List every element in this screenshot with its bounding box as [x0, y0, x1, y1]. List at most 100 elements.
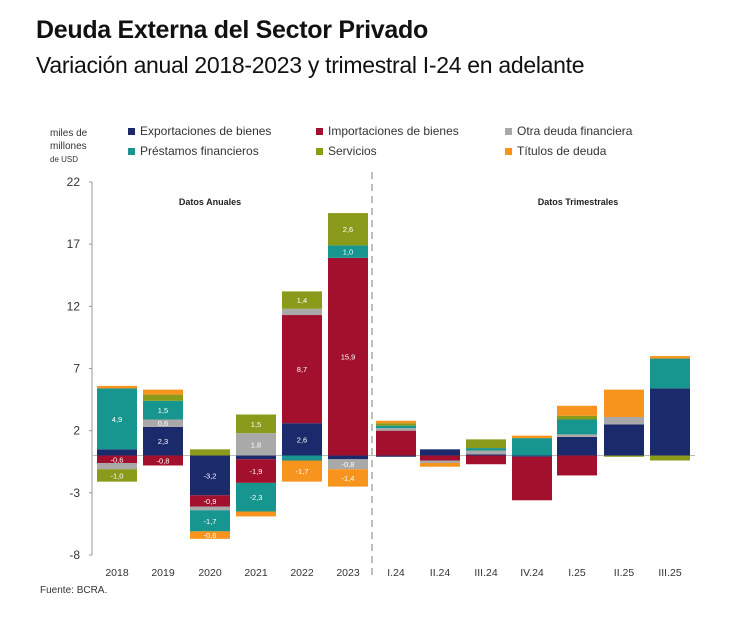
bar-segment-servicios-II.25: [604, 455, 644, 457]
x-tick-label: I.25: [568, 567, 586, 579]
legend-swatch-importaciones: [316, 127, 323, 135]
bar-segment-prestamos-III.25: [650, 358, 690, 389]
legend-swatch-prestamos: [128, 147, 135, 155]
legend-item-prestamos: Préstamos financieros: [128, 144, 259, 158]
bar-segment-servicios-2019: [143, 394, 183, 401]
data-label-prestamos-2021: -2,3: [250, 493, 263, 502]
bar-segment-importaciones-2019: [143, 455, 183, 466]
bar-segment-prestamos-I.25: [557, 419, 597, 435]
x-tick-label: III.25: [658, 567, 682, 579]
bar-segment-servicios-I.25: [557, 415, 597, 420]
data-label-prestamos-2020: -1,7: [204, 517, 217, 526]
data-label-otra-2019: 0,6: [158, 419, 168, 428]
bar-segment-importaciones-III.24: [466, 455, 506, 465]
bar-segment-titulos-III.25: [650, 356, 690, 359]
bar-segment-titulos-2022: [282, 460, 322, 482]
bar-segment-exportaciones-I.25: [557, 436, 597, 456]
x-tick-label: 2018: [105, 567, 129, 579]
chart-title: Deuda Externa del Sector Privado: [36, 16, 428, 44]
legend-item-titulos: Títulos de deuda: [505, 144, 606, 158]
bar-segment-exportaciones-2018: [97, 449, 137, 456]
bar-segment-titulos-2021: [236, 511, 276, 517]
bar-segment-otra-2023: [328, 459, 368, 470]
data-label-otra-2021: 1,8: [251, 440, 261, 449]
legend-swatch-servicios: [316, 147, 323, 155]
x-tick-label: 2022: [290, 567, 314, 579]
bar-segment-exportaciones-II.25: [604, 424, 644, 456]
data-label-titulos-2023: -1,4: [342, 474, 355, 483]
data-label-importaciones-2023: 15,9: [341, 353, 356, 362]
x-tick-label: 2019: [151, 567, 175, 579]
legend-label: Exportaciones de bienes: [140, 124, 272, 138]
section-label-annual: Datos Anuales: [179, 197, 241, 207]
y-tick-label: 17: [67, 237, 81, 251]
bar-segment-exportaciones-2023: [328, 455, 368, 460]
y-tick-label: 22: [67, 175, 81, 189]
legend-label: Títulos de deuda: [517, 144, 607, 158]
bar-segment-prestamos-I.24: [376, 425, 416, 429]
data-label-importaciones-2019: -0,8: [157, 457, 170, 466]
bar-segment-importaciones-II.24: [420, 455, 460, 461]
bar-segment-otra-II.24: [420, 460, 460, 463]
bar-segment-titulos-II.24: [420, 462, 460, 467]
bar-segment-otra-2019: [143, 419, 183, 427]
chart-subtitle: Variación anual 2018-2023 y trimestral I…: [36, 52, 585, 78]
data-label-exportaciones-2019: 2,3: [158, 437, 168, 446]
bar-segment-exportaciones-2022: [282, 423, 322, 456]
bar-segment-importaciones-I.25: [557, 455, 597, 476]
data-label-importaciones-2020: -0,9: [204, 497, 217, 506]
bar-segment-exportaciones-II.24: [420, 449, 460, 456]
legend-item-importaciones: Importaciones de bienes: [316, 124, 459, 138]
bar-segment-titulos-2020: [190, 531, 230, 539]
legend-swatch-otra: [505, 127, 512, 135]
bar-segment-servicios-2023: [328, 213, 368, 246]
legend-swatch-titulos: [505, 147, 512, 155]
data-label-prestamos-2019: 1,5: [158, 406, 168, 415]
legend-label: Préstamos financieros: [140, 144, 259, 158]
data-label-servicios-2021: 1,5: [251, 420, 261, 429]
bar-segment-servicios-2018: [97, 469, 137, 482]
legend-item-otra: Otra deuda financiera: [505, 124, 632, 138]
legend-label: Servicios: [328, 144, 377, 158]
unit-line-2: millones: [50, 141, 87, 152]
bar-segment-titulos-2023: [328, 469, 368, 487]
legend-item-exportaciones: Exportaciones de bienes: [128, 124, 271, 138]
y-tick-label: -3: [69, 486, 80, 500]
data-label-titulos-2020: -0,6: [204, 531, 217, 540]
bar-segment-exportaciones-2020: [190, 455, 230, 496]
x-tick-label: IV.24: [520, 567, 544, 579]
bar-segment-prestamos-2021: [236, 482, 276, 512]
legend-swatch-exportaciones: [128, 127, 135, 135]
bar-segment-prestamos-2019: [143, 400, 183, 420]
bar-segment-importaciones-2021: [236, 459, 276, 483]
bar-segment-otra-2018: [97, 462, 137, 470]
y-tick-label: 2: [73, 424, 80, 438]
unit-line-3: de USD: [50, 155, 79, 164]
bar-segment-titulos-2019: [143, 389, 183, 395]
section-label-quarterly: Datos Trimestrales: [538, 197, 619, 207]
bar-segment-exportaciones-III.24: [466, 454, 506, 456]
y-tick-label: -8: [69, 548, 80, 562]
x-tick-label: III.24: [474, 567, 498, 579]
bar-segment-exportaciones-IV.24: [512, 455, 552, 457]
data-label-exportaciones-2020: -3,2: [204, 471, 217, 480]
data-label-importaciones-2021: -1,9: [250, 467, 263, 476]
bar-segment-importaciones-2020: [190, 495, 230, 507]
bar-segment-otra-2021: [236, 433, 276, 456]
bar-segment-prestamos-2020: [190, 510, 230, 532]
bar-segment-importaciones-IV.24: [512, 456, 552, 501]
bar-segment-servicios-III.25: [650, 455, 690, 461]
data-label-otra-2023: -0,8: [342, 460, 355, 469]
bar-segment-servicios-III.24: [466, 439, 506, 449]
bar-segment-otra-I.24: [376, 428, 416, 431]
bar-segment-servicios-2020: [190, 449, 230, 456]
bar-segment-exportaciones-2021: [236, 455, 276, 460]
bar-segment-exportaciones-I.24: [376, 455, 416, 457]
bar-segment-prestamos-IV.24: [512, 438, 552, 456]
bar-segment-titulos-2018: [97, 385, 137, 389]
data-label-servicios-2023: 2,6: [343, 225, 353, 234]
data-label-servicios-2022: 1,4: [297, 296, 307, 305]
bar-segment-exportaciones-2019: [143, 426, 183, 456]
y-tick-label: 7: [73, 362, 80, 376]
bar-segment-exportaciones-III.25: [650, 388, 690, 456]
